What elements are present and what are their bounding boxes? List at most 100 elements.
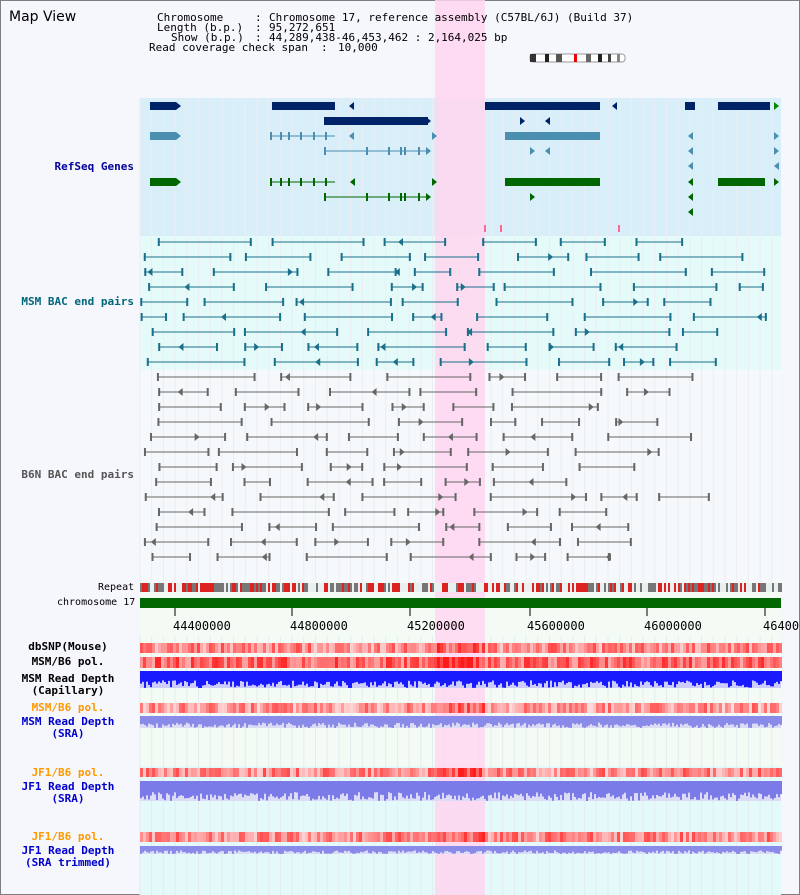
gene-arrow (618, 418, 624, 426)
heat-cell (290, 832, 293, 842)
heat-cell (314, 832, 317, 842)
depth-bar (512, 846, 514, 851)
repeat-mark (316, 583, 318, 592)
heat-cell (767, 832, 770, 842)
heat-cell (503, 643, 506, 653)
depth-bar (600, 671, 602, 682)
heat-cell (476, 657, 479, 668)
repeat-mark (740, 583, 742, 592)
depth-bar (152, 846, 154, 851)
heat-cell (284, 832, 287, 842)
heat-cell (713, 703, 716, 713)
depth-bar (306, 671, 308, 684)
bac-end (283, 403, 286, 411)
repeat-mark (300, 583, 302, 592)
depth-bar (178, 716, 180, 725)
depth-bar (440, 716, 442, 724)
depth-bar (438, 671, 440, 683)
heat-cell (521, 832, 524, 842)
depth-bar (468, 846, 470, 852)
depth-bar (650, 671, 652, 686)
depth-bar (742, 671, 744, 685)
heat-cell (746, 643, 749, 653)
heat-cell (311, 643, 314, 653)
data-track-label-msm-depth-sra[interactable]: MSM Read Depth (SRA) (0, 716, 136, 740)
depth-bar (152, 671, 154, 683)
depth-bar (202, 716, 204, 728)
depth-bar (690, 671, 692, 683)
repeat-mark (698, 583, 700, 592)
depth-bar (574, 846, 576, 854)
repeat-mark (148, 583, 150, 592)
depth-bar (460, 671, 462, 682)
depth-bar (704, 671, 706, 682)
depth-bar (370, 716, 372, 725)
heat-cell (701, 832, 704, 842)
depth-bar (198, 671, 200, 688)
heat-cell (158, 643, 161, 653)
depth-bar (434, 781, 436, 798)
data-track-label-msm-pol-sra[interactable]: MSM/B6 pol. (0, 702, 136, 714)
depth-bar (552, 716, 554, 725)
heat-cell (638, 832, 641, 842)
data-track-label-jf1-depth-sra[interactable]: JF1 Read Depth (SRA) (0, 781, 136, 805)
data-track-label-msm-pol[interactable]: MSM/B6 pol. (0, 656, 136, 668)
depth-bar (396, 716, 398, 724)
depth-bar (736, 846, 738, 854)
repeat-mark (580, 583, 582, 592)
depth-bar (562, 671, 564, 681)
depth-bar (220, 671, 222, 685)
bac-end (383, 478, 386, 486)
heat-cell (230, 832, 233, 842)
bac-end (715, 283, 718, 291)
depth-bar (606, 846, 608, 853)
heat-cell (155, 832, 158, 842)
repeat-mark (304, 583, 306, 592)
depth-bar (378, 781, 380, 801)
depth-bar (356, 846, 358, 853)
gene-arrow (394, 268, 400, 276)
repeat-mark (616, 583, 618, 592)
depth-bar (484, 716, 486, 726)
depth-bar (674, 671, 676, 688)
bac-end (585, 493, 588, 501)
heat-cell (449, 703, 452, 713)
bac-end (454, 493, 457, 501)
track-label-refseq[interactable]: RefSeq Genes (54, 160, 134, 173)
data-track-label-msm-depth-cap[interactable]: MSM Read Depth (Capillary) (0, 673, 136, 697)
depth-bar (582, 671, 584, 685)
heat-cell (515, 768, 518, 777)
repeat-mark (546, 583, 548, 592)
bac-end (478, 268, 481, 276)
heat-cell (578, 657, 581, 668)
heat-cell (404, 768, 407, 777)
track-label-b6n-bac[interactable]: B6N BAC end pairs (21, 468, 134, 481)
data-track-label-jf1-depth-trim[interactable]: JF1 Read Depth (SRA trimmed) (0, 845, 136, 869)
depth-bar (618, 671, 620, 687)
depth-bar (468, 781, 470, 799)
depth-bar (460, 846, 462, 853)
heat-cell (152, 832, 155, 842)
depth-bar (292, 846, 294, 852)
repeat-mark (142, 583, 144, 592)
track-label-msm-bac[interactable]: MSM BAC end pairs (21, 295, 134, 308)
heat-cell (467, 703, 470, 713)
bac-end (517, 253, 520, 261)
depth-bar (764, 716, 766, 728)
bac-end (635, 238, 638, 246)
data-track-label-jf1-pol[interactable]: JF1/B6 pol. (0, 767, 136, 779)
data-track-label-jf1-pol-2[interactable]: JF1/B6 pol. (0, 831, 136, 843)
bac-end (482, 238, 485, 246)
heat-cell (689, 643, 692, 653)
data-track-label-dbsnp[interactable]: dbSNP(Mouse) (0, 641, 136, 653)
heat-cell (584, 832, 587, 842)
depth-bar (200, 671, 202, 688)
heat-cell (419, 643, 422, 653)
heat-cell (407, 643, 410, 653)
depth-bar (374, 716, 376, 726)
depth-bar (458, 716, 460, 724)
depth-bar (486, 846, 488, 851)
depth-bar (686, 671, 688, 681)
repeat-mark (396, 583, 398, 592)
depth-bar (394, 716, 396, 725)
